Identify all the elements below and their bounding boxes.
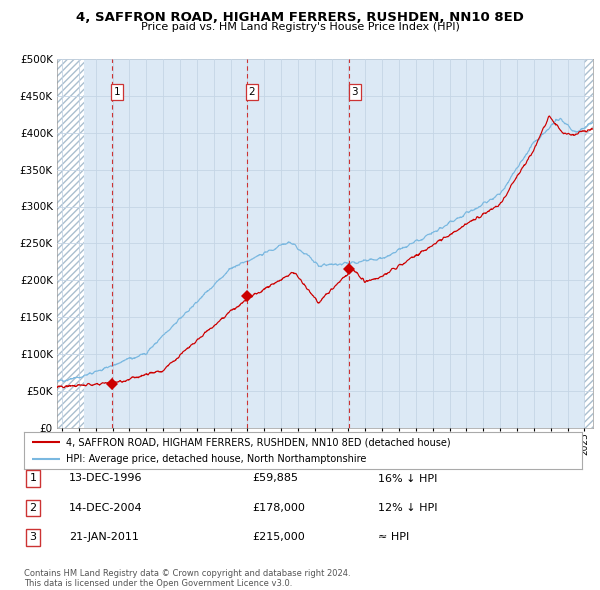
- Text: 14-DEC-2004: 14-DEC-2004: [69, 503, 143, 513]
- Text: £59,885: £59,885: [252, 474, 298, 483]
- Text: 4, SAFFRON ROAD, HIGHAM FERRERS, RUSHDEN, NN10 8ED (detached house): 4, SAFFRON ROAD, HIGHAM FERRERS, RUSHDEN…: [66, 437, 451, 447]
- Text: 1: 1: [29, 474, 37, 483]
- Text: 3: 3: [352, 87, 358, 97]
- Text: £215,000: £215,000: [252, 533, 305, 542]
- Text: Price paid vs. HM Land Registry's House Price Index (HPI): Price paid vs. HM Land Registry's House …: [140, 22, 460, 32]
- Text: HPI: Average price, detached house, North Northamptonshire: HPI: Average price, detached house, Nort…: [66, 454, 366, 464]
- Text: 13-DEC-1996: 13-DEC-1996: [69, 474, 143, 483]
- Text: 2: 2: [249, 87, 256, 97]
- Text: 4, SAFFRON ROAD, HIGHAM FERRERS, RUSHDEN, NN10 8ED: 4, SAFFRON ROAD, HIGHAM FERRERS, RUSHDEN…: [76, 11, 524, 24]
- Text: Contains HM Land Registry data © Crown copyright and database right 2024.
This d: Contains HM Land Registry data © Crown c…: [24, 569, 350, 588]
- Text: 1: 1: [114, 87, 121, 97]
- Text: 16% ↓ HPI: 16% ↓ HPI: [378, 474, 437, 483]
- Text: £178,000: £178,000: [252, 503, 305, 513]
- Text: 21-JAN-2011: 21-JAN-2011: [69, 533, 139, 542]
- Text: 2: 2: [29, 503, 37, 513]
- Text: 3: 3: [29, 533, 37, 542]
- Text: 12% ↓ HPI: 12% ↓ HPI: [378, 503, 437, 513]
- Text: ≈ HPI: ≈ HPI: [378, 533, 409, 542]
